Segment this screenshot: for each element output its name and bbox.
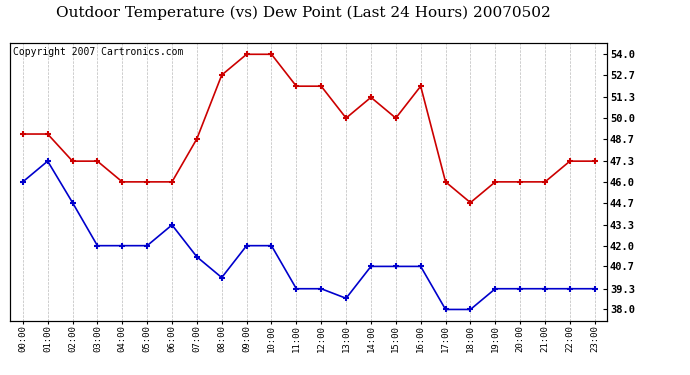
Text: Outdoor Temperature (vs) Dew Point (Last 24 Hours) 20070502: Outdoor Temperature (vs) Dew Point (Last… — [56, 6, 551, 20]
Text: Copyright 2007 Cartronics.com: Copyright 2007 Cartronics.com — [13, 47, 184, 57]
